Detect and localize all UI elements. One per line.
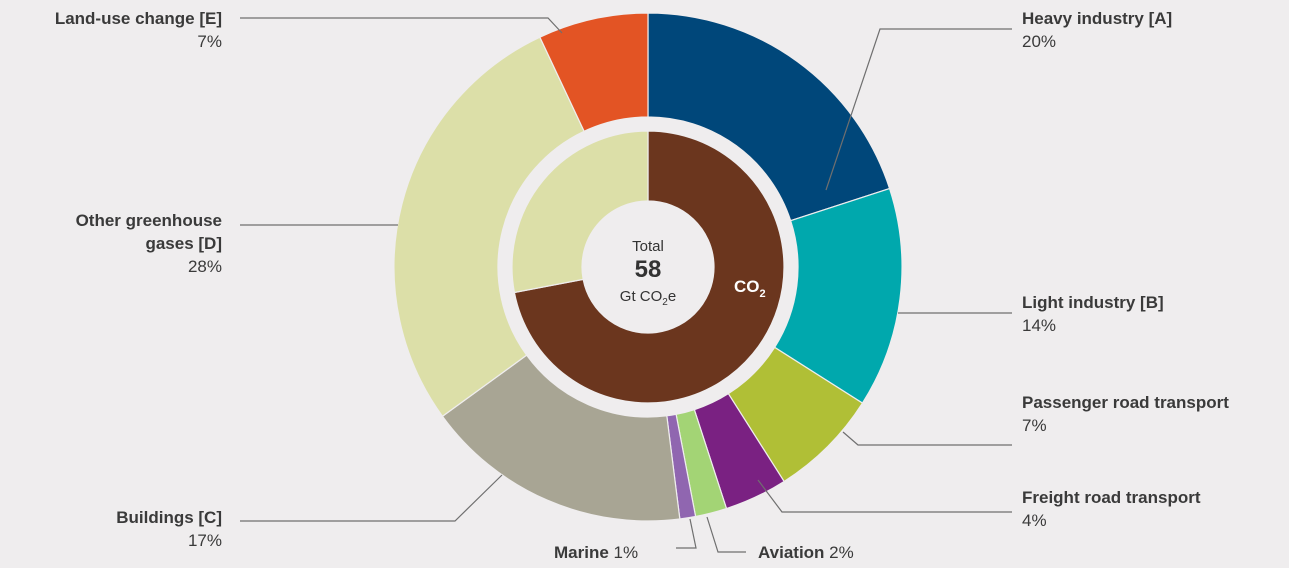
label-aviation: Aviation 2% <box>758 543 854 562</box>
label-heavy-industry-a-name: Heavy industry [A] <box>1022 9 1172 28</box>
leader-heavy-industry-a <box>825 28 1012 191</box>
label-heavy-industry-a-value: 20% <box>1022 32 1056 51</box>
segment-labels: Heavy industry [A] 20% Light industry [B] 1… <box>55 9 1229 562</box>
label-freight-road-transport-name: Freight road transport <box>1022 488 1201 507</box>
label-other-greenhouse-gases-d-name-1: gases [D] <box>145 234 222 253</box>
leader-lines <box>240 17 1012 553</box>
label-other-greenhouse-gases-d: Other greenhouse gases [D] 28% <box>76 211 222 276</box>
inner-label-co: CO2 <box>734 277 766 300</box>
center-total-label: Total <box>632 238 664 255</box>
leader-freight-road-transport <box>757 479 1012 513</box>
leader-marine <box>676 518 697 549</box>
center-total-unit: Gt CO2e <box>620 288 676 308</box>
label-aviation-text: Aviation 2% <box>758 543 854 562</box>
leader-land-use-change-e <box>240 17 563 34</box>
label-freight-road-transport-value: 4% <box>1022 511 1047 530</box>
leader-aviation <box>706 516 746 553</box>
center-total-value: 58 <box>635 256 662 283</box>
label-light-industry-b-value: 14% <box>1022 316 1056 335</box>
label-marine-text: Marine 1% <box>554 543 638 562</box>
label-land-use-change-e: Land-use change [E] 7% <box>55 9 222 51</box>
label-buildings-c: Buildings [C] 17% <box>116 508 222 550</box>
label-buildings-c-value: 17% <box>188 531 222 550</box>
label-heavy-industry-a: Heavy industry [A] 20% <box>1022 9 1172 51</box>
label-passenger-road-transport-value: 7% <box>1022 416 1047 435</box>
center-unit-suffix: e <box>668 288 676 305</box>
center-disc <box>582 201 714 333</box>
outer-ring <box>393 12 903 522</box>
label-other-greenhouse-gases-d-value: 28% <box>188 257 222 276</box>
label-light-industry-b-name: Light industry [B] <box>1022 293 1164 312</box>
label-land-use-change-e-name: Land-use change [E] <box>55 9 222 28</box>
label-marine: Marine 1% <box>554 543 638 562</box>
center-unit-prefix: Gt CO <box>620 288 663 305</box>
label-light-industry-b: Light industry [B] 14% <box>1022 293 1164 335</box>
slice-other-greenhouse-gases-d <box>393 36 585 418</box>
label-passenger-road-transport: Passenger road transport 7% <box>1022 393 1229 435</box>
leader-buildings-c <box>240 474 503 522</box>
inner-co2-label: CO2 <box>734 277 766 300</box>
center-unit-subscript: 2 <box>662 297 668 308</box>
label-land-use-change-e-value: 7% <box>197 32 222 51</box>
label-passenger-road-transport-name: Passenger road transport <box>1022 393 1229 412</box>
label-buildings-c-name: Buildings [C] <box>116 508 222 527</box>
label-other-greenhouse-gases-d-name-0: Other greenhouse <box>76 211 222 230</box>
center-total: Total 58 Gt CO2e <box>620 238 676 308</box>
leader-passenger-road-transport <box>842 431 1012 446</box>
label-freight-road-transport: Freight road transport 4% <box>1022 488 1201 530</box>
